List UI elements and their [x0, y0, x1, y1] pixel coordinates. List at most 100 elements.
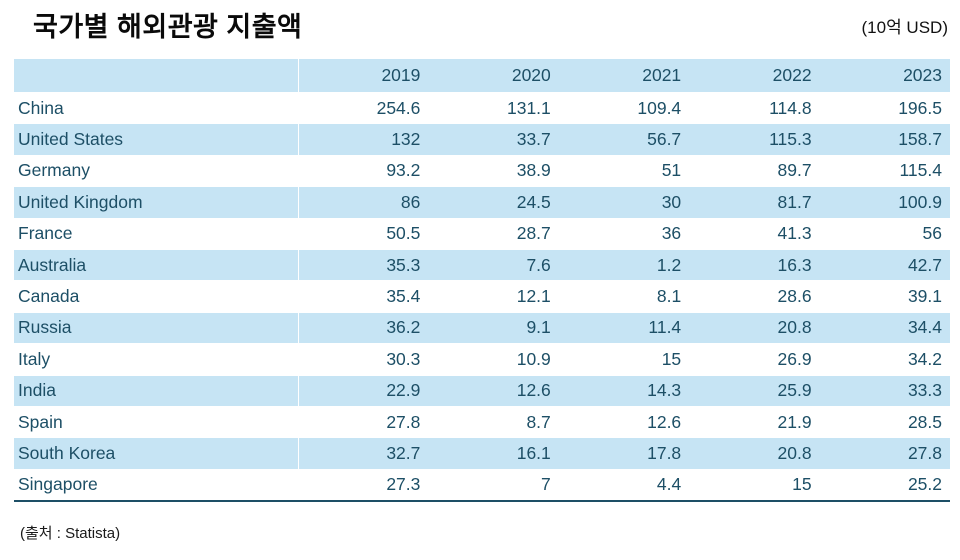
- table-row: South Korea 32.7 16.1 17.8 20.8 27.8: [14, 437, 950, 470]
- value-cell-2022: 21.9: [689, 405, 820, 438]
- country-cell: South Korea: [14, 437, 299, 470]
- value-cell-2022: 26.9: [689, 343, 820, 376]
- value-cell-2020: 24.5: [428, 186, 559, 219]
- value-cell-2019: 27.3: [298, 468, 429, 502]
- value-cell-2022: 41.3: [689, 217, 820, 250]
- value-cell-2023: 25.2: [819, 468, 950, 502]
- value-cell-2020: 38.9: [428, 154, 559, 187]
- value-cell-2020: 8.7: [428, 405, 559, 438]
- table-row: Italy 30.3 10.9 15 26.9 34.2: [14, 343, 950, 376]
- country-cell: Australia: [14, 248, 299, 281]
- table-row: India 22.9 12.6 14.3 25.9 33.3: [14, 374, 950, 407]
- country-cell: Italy: [14, 343, 299, 376]
- value-cell-2020: 33.7: [428, 123, 559, 156]
- value-cell-2019: 93.2: [298, 154, 429, 187]
- value-cell-2020: 10.9: [428, 343, 559, 376]
- country-cell: Germany: [14, 154, 299, 187]
- value-cell-2019: 30.3: [298, 343, 429, 376]
- value-cell-2022: 25.9: [689, 374, 820, 407]
- table-row: Singapore 27.3 7 4.4 15 25.2: [14, 468, 950, 502]
- value-cell-2023: 27.8: [819, 437, 950, 470]
- value-cell-2022: 114.8: [689, 91, 820, 124]
- value-cell-2019: 32.7: [298, 437, 429, 470]
- value-cell-2021: 8.1: [558, 280, 690, 313]
- country-cell: United Kingdom: [14, 186, 299, 219]
- value-cell-2021: 4.4: [558, 468, 690, 502]
- header-country-cell: [14, 58, 299, 93]
- table-row: United Kingdom 86 24.5 30 81.7 100.9: [14, 186, 950, 219]
- table-row: France 50.5 28.7 36 41.3 56: [14, 217, 950, 250]
- value-cell-2021: 51: [558, 154, 690, 187]
- value-cell-2021: 17.8: [558, 437, 690, 470]
- value-cell-2020: 12.6: [428, 374, 559, 407]
- country-cell: India: [14, 374, 299, 407]
- table-row: Germany 93.2 38.9 51 89.7 115.4: [14, 154, 950, 187]
- value-cell-2020: 28.7: [428, 217, 559, 250]
- value-cell-2021: 36: [558, 217, 690, 250]
- header-year-2021: 2021: [558, 58, 690, 93]
- header-row: 2019 2020 2021 2022 2023: [14, 58, 950, 93]
- table-row: China 254.6 131.1 109.4 114.8 196.5: [14, 91, 950, 124]
- value-cell-2019: 50.5: [298, 217, 429, 250]
- page-title: 국가별 해외관광 지출액: [33, 12, 303, 42]
- value-cell-2022: 20.8: [689, 311, 820, 344]
- country-cell: United States: [14, 123, 299, 156]
- value-cell-2023: 39.1: [819, 280, 950, 313]
- table-row: Australia 35.3 7.6 1.2 16.3 42.7: [14, 248, 950, 281]
- header-year-2020: 2020: [428, 58, 559, 93]
- value-cell-2023: 28.5: [819, 405, 950, 438]
- value-cell-2023: 56: [819, 217, 950, 250]
- value-cell-2020: 9.1: [428, 311, 559, 344]
- value-cell-2022: 81.7: [689, 186, 820, 219]
- value-cell-2022: 20.8: [689, 437, 820, 470]
- value-cell-2019: 132: [298, 123, 429, 156]
- value-cell-2019: 35.3: [298, 248, 429, 281]
- value-cell-2023: 33.3: [819, 374, 950, 407]
- header-year-2023: 2023: [819, 58, 950, 93]
- country-cell: Canada: [14, 280, 299, 313]
- value-cell-2021: 109.4: [558, 91, 690, 124]
- header-year-2022: 2022: [689, 58, 820, 93]
- value-cell-2023: 115.4: [819, 154, 950, 187]
- value-cell-2019: 86: [298, 186, 429, 219]
- value-cell-2020: 12.1: [428, 280, 559, 313]
- country-cell: China: [14, 91, 299, 124]
- value-cell-2020: 7.6: [428, 248, 559, 281]
- source-label: (출처 : Statista): [20, 525, 121, 542]
- value-cell-2021: 1.2: [558, 248, 690, 281]
- value-cell-2021: 56.7: [558, 123, 690, 156]
- country-expenditure-table: 2019 2020 2021 2022 2023 China 254.6 131.1 109.…: [14, 58, 950, 503]
- value-cell-2023: 34.2: [819, 343, 950, 376]
- value-cell-2019: 22.9: [298, 374, 429, 407]
- value-cell-2023: 196.5: [819, 91, 950, 124]
- value-cell-2022: 16.3: [689, 248, 820, 281]
- value-cell-2021: 11.4: [558, 311, 690, 344]
- header-year-2019: 2019: [298, 58, 429, 93]
- value-cell-2022: 15: [689, 468, 820, 502]
- value-cell-2021: 14.3: [558, 374, 690, 407]
- value-cell-2020: 131.1: [428, 91, 559, 124]
- value-cell-2021: 15: [558, 343, 690, 376]
- value-cell-2020: 7: [428, 468, 559, 502]
- table-row: Russia 36.2 9.1 11.4 20.8 34.4: [14, 311, 950, 344]
- value-cell-2022: 115.3: [689, 123, 820, 156]
- value-cell-2023: 34.4: [819, 311, 950, 344]
- table-row: United States 132 33.7 56.7 115.3 158.7: [14, 123, 950, 156]
- value-cell-2023: 158.7: [819, 123, 950, 156]
- country-cell: Singapore: [14, 468, 299, 502]
- value-cell-2023: 100.9: [819, 186, 950, 219]
- table-row: Canada 35.4 12.1 8.1 28.6 39.1: [14, 280, 950, 313]
- country-cell: Spain: [14, 405, 299, 438]
- value-cell-2019: 35.4: [298, 280, 429, 313]
- country-cell: Russia: [14, 311, 299, 344]
- unit-label: (10억 USD): [861, 18, 949, 37]
- value-cell-2020: 16.1: [428, 437, 559, 470]
- table-row: Spain 27.8 8.7 12.6 21.9 28.5: [14, 405, 950, 438]
- value-cell-2023: 42.7: [819, 248, 950, 281]
- value-cell-2019: 27.8: [298, 405, 429, 438]
- value-cell-2019: 36.2: [298, 311, 429, 344]
- table-header: 2019 2020 2021 2022 2023: [14, 58, 950, 93]
- value-cell-2022: 28.6: [689, 280, 820, 313]
- value-cell-2021: 30: [558, 186, 690, 219]
